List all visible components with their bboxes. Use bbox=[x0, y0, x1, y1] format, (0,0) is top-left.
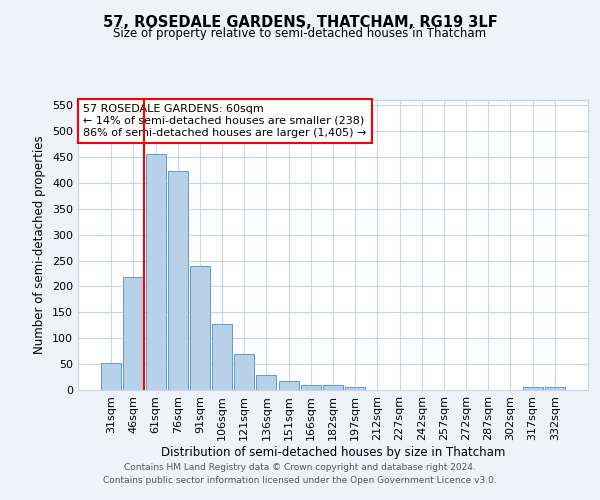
Bar bbox=[101, 363, 121, 390]
Bar bbox=[301, 385, 321, 390]
Y-axis label: Number of semi-detached properties: Number of semi-detached properties bbox=[34, 136, 46, 354]
Text: Contains HM Land Registry data © Crown copyright and database right 2024.: Contains HM Land Registry data © Crown c… bbox=[124, 464, 476, 472]
Bar bbox=[168, 171, 188, 390]
Bar bbox=[190, 266, 210, 390]
Text: Size of property relative to semi-detached houses in Thatcham: Size of property relative to semi-detach… bbox=[113, 28, 487, 40]
Bar bbox=[256, 375, 277, 390]
Bar bbox=[212, 324, 232, 390]
Text: 57 ROSEDALE GARDENS: 60sqm
← 14% of semi-detached houses are smaller (238)
86% o: 57 ROSEDALE GARDENS: 60sqm ← 14% of semi… bbox=[83, 104, 367, 138]
Bar bbox=[124, 277, 143, 390]
Bar bbox=[545, 388, 565, 390]
Bar bbox=[323, 385, 343, 390]
Bar bbox=[278, 380, 299, 390]
X-axis label: Distribution of semi-detached houses by size in Thatcham: Distribution of semi-detached houses by … bbox=[161, 446, 505, 458]
Bar bbox=[345, 388, 365, 390]
Bar bbox=[523, 388, 542, 390]
Text: Contains public sector information licensed under the Open Government Licence v3: Contains public sector information licen… bbox=[103, 476, 497, 485]
Bar bbox=[234, 354, 254, 390]
Bar bbox=[146, 154, 166, 390]
Text: 57, ROSEDALE GARDENS, THATCHAM, RG19 3LF: 57, ROSEDALE GARDENS, THATCHAM, RG19 3LF bbox=[103, 15, 497, 30]
